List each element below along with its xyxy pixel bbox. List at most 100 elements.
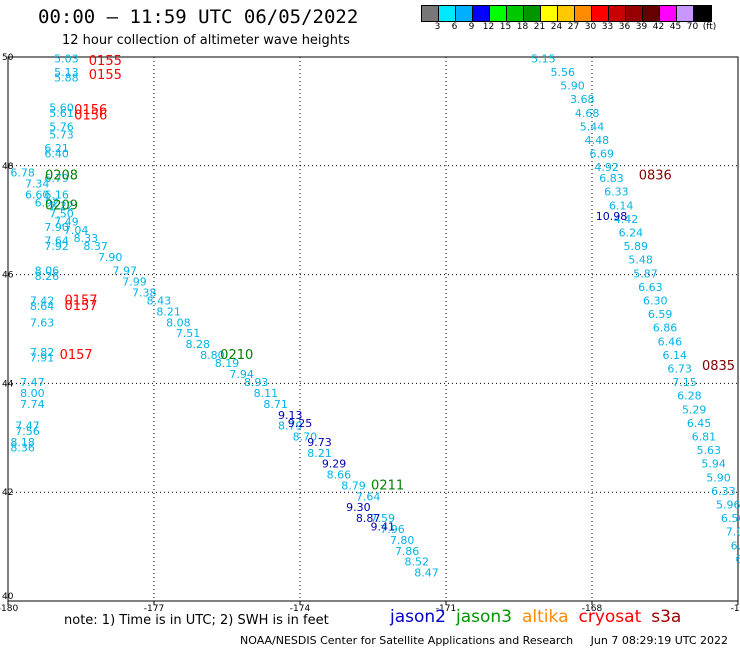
wave-height-label: 8.47 <box>414 567 439 580</box>
wave-height-label-high: 8.87 <box>356 512 381 525</box>
x-tick-label: -168 <box>582 604 603 612</box>
satellite-legend-item: altika <box>522 607 569 627</box>
color-scale-label: 33 <box>601 22 614 32</box>
color-swatch <box>507 6 524 21</box>
wave-height-label: 6.14 <box>609 199 634 212</box>
wave-height-label: 7.38 <box>132 286 157 299</box>
color-scale-label: 3 <box>434 22 441 32</box>
wave-height-label: 8.21 <box>307 447 332 460</box>
wave-height-label: 7.96 <box>380 523 405 536</box>
pass-time-label: 0156 <box>74 109 107 124</box>
wave-height-label: 7.90 <box>44 221 69 234</box>
wave-height-label: 8.11 <box>254 387 279 400</box>
color-swatch <box>694 6 711 21</box>
wave-height-label: 6.59 <box>648 308 673 321</box>
wave-height-label: 5.76 <box>49 120 74 133</box>
map-frame <box>7 56 739 602</box>
pass-time-label: 0155 <box>89 54 122 69</box>
wave-height-label: 7.47 <box>15 420 40 433</box>
footer: NOAA/NESDIS Center for Satellite Applica… <box>240 634 728 647</box>
wave-height-label: 6.33 <box>711 485 736 498</box>
color-swatch <box>422 6 439 21</box>
wave-height-label: 6.86 <box>653 322 678 335</box>
pass-time-label: 0835 <box>702 359 735 374</box>
wave-height-label: 5.29 <box>682 403 707 416</box>
wave-height-label: 7.97 <box>113 265 138 278</box>
wave-height-label: 6.63 <box>638 281 663 294</box>
wave-height-label: 7.99 <box>122 275 147 288</box>
color-scale-label: 36 <box>618 22 631 32</box>
color-scale-label: 6 <box>451 22 458 32</box>
wave-height-label: 8.00 <box>20 387 45 400</box>
wave-height-label: 8.66 <box>327 469 352 482</box>
wave-height-label: 7.59 <box>370 512 395 525</box>
wave-height-label: 5.63 <box>697 444 722 457</box>
wave-height-label: 5.44 <box>580 120 605 133</box>
y-tick-label: 46 <box>2 271 14 281</box>
color-swatch <box>473 6 490 21</box>
wave-height-label: 8.37 <box>83 240 108 253</box>
wave-height-label: 5.56 <box>551 66 576 79</box>
satellite-legend-item: jason3 <box>456 607 512 627</box>
wave-height-label-high: 9.41 <box>370 520 395 533</box>
color-swatch <box>626 6 643 21</box>
color-scale-label: 21 <box>533 22 546 32</box>
wave-height-label: 7.47 <box>20 376 45 389</box>
color-swatch <box>558 6 575 21</box>
pass-time-label: 0157 <box>64 299 97 314</box>
wave-height-label: 4.42 <box>614 213 639 226</box>
color-swatch <box>524 6 541 21</box>
wave-height-label: 5.61 <box>49 107 74 120</box>
wave-height-label: 7.94 <box>229 368 254 381</box>
wave-height-label: 7.80 <box>390 534 415 547</box>
wave-height-label: 7.90 <box>98 251 123 264</box>
wave-height-label: 4.48 <box>585 134 610 147</box>
wave-height-label: 5.48 <box>628 254 653 267</box>
wave-height-label: 5.13 <box>54 66 79 79</box>
wave-height-label: 7.15 <box>672 376 697 389</box>
wave-height-label: 6.78 <box>10 167 35 180</box>
x-tick-label: -171 <box>436 604 456 612</box>
wave-height-label: 6.46 <box>658 335 683 348</box>
wave-height-label: 6.24 <box>619 227 644 240</box>
wave-height-label: 8.06 <box>35 265 60 278</box>
wave-height-label: 8.70 <box>293 431 318 444</box>
wave-height-label: 5.89 <box>624 240 649 253</box>
units-note: note: 1) Time is in UTC; 2) SWH is in fe… <box>64 613 329 628</box>
wave-height-label: 6.30 <box>643 295 668 308</box>
page-title: 00:00 – 11:59 UTC 06/05/2022 <box>38 6 359 28</box>
wave-height-label: 8.64 <box>30 300 55 313</box>
color-scale-label: 18 <box>516 22 529 32</box>
x-tick-label: -16 <box>731 604 740 612</box>
wave-height-label: 6.60 <box>25 188 50 201</box>
color-swatch <box>677 6 694 21</box>
x-tick-label: -180 <box>0 604 18 612</box>
wave-height-label: 7.51 <box>176 327 201 340</box>
wave-height-label: 8.80 <box>200 349 225 362</box>
wave-height-label: 8.93 <box>244 376 269 389</box>
wave-height-label: 6.79 <box>44 172 69 185</box>
wave-height-label: 8.33 <box>74 232 99 245</box>
color-swatch <box>490 6 507 21</box>
wave-height-label: 8.28 <box>186 338 211 351</box>
wave-height-label: 8.79 <box>278 420 303 433</box>
wave-height-label: 3.68 <box>570 93 595 106</box>
wave-height-label: 5.60 <box>49 101 74 114</box>
wave-height-label: 8.26 <box>35 270 60 283</box>
wave-height-label: 7.56 <box>15 425 40 438</box>
wave-height-label: 7.82 <box>30 346 55 359</box>
pass-time-label: 0209 <box>45 198 78 213</box>
wave-height-label: 7.22 <box>49 199 74 212</box>
wave-height-label-high: 9.29 <box>322 458 347 471</box>
satellite-legend: jason2 jason3 altika cryosat s3a <box>390 607 691 627</box>
wave-height-label: 7.03 <box>726 526 740 539</box>
satellite-legend-item: s3a <box>651 607 682 627</box>
pass-time-label: 0208 <box>45 168 78 183</box>
wave-height-label: 8.52 <box>405 556 430 569</box>
color-swatch <box>609 6 626 21</box>
wave-height-label: 5.03 <box>54 52 79 65</box>
wave-height-label: 7.63 <box>30 316 55 329</box>
wave-height-label: 7.64 <box>44 235 69 248</box>
footer-timestamp: Jun 7 08:29:19 UTC 2022 <box>590 634 729 647</box>
page-subtitle: 12 hour collection of altimeter wave hei… <box>62 33 350 48</box>
